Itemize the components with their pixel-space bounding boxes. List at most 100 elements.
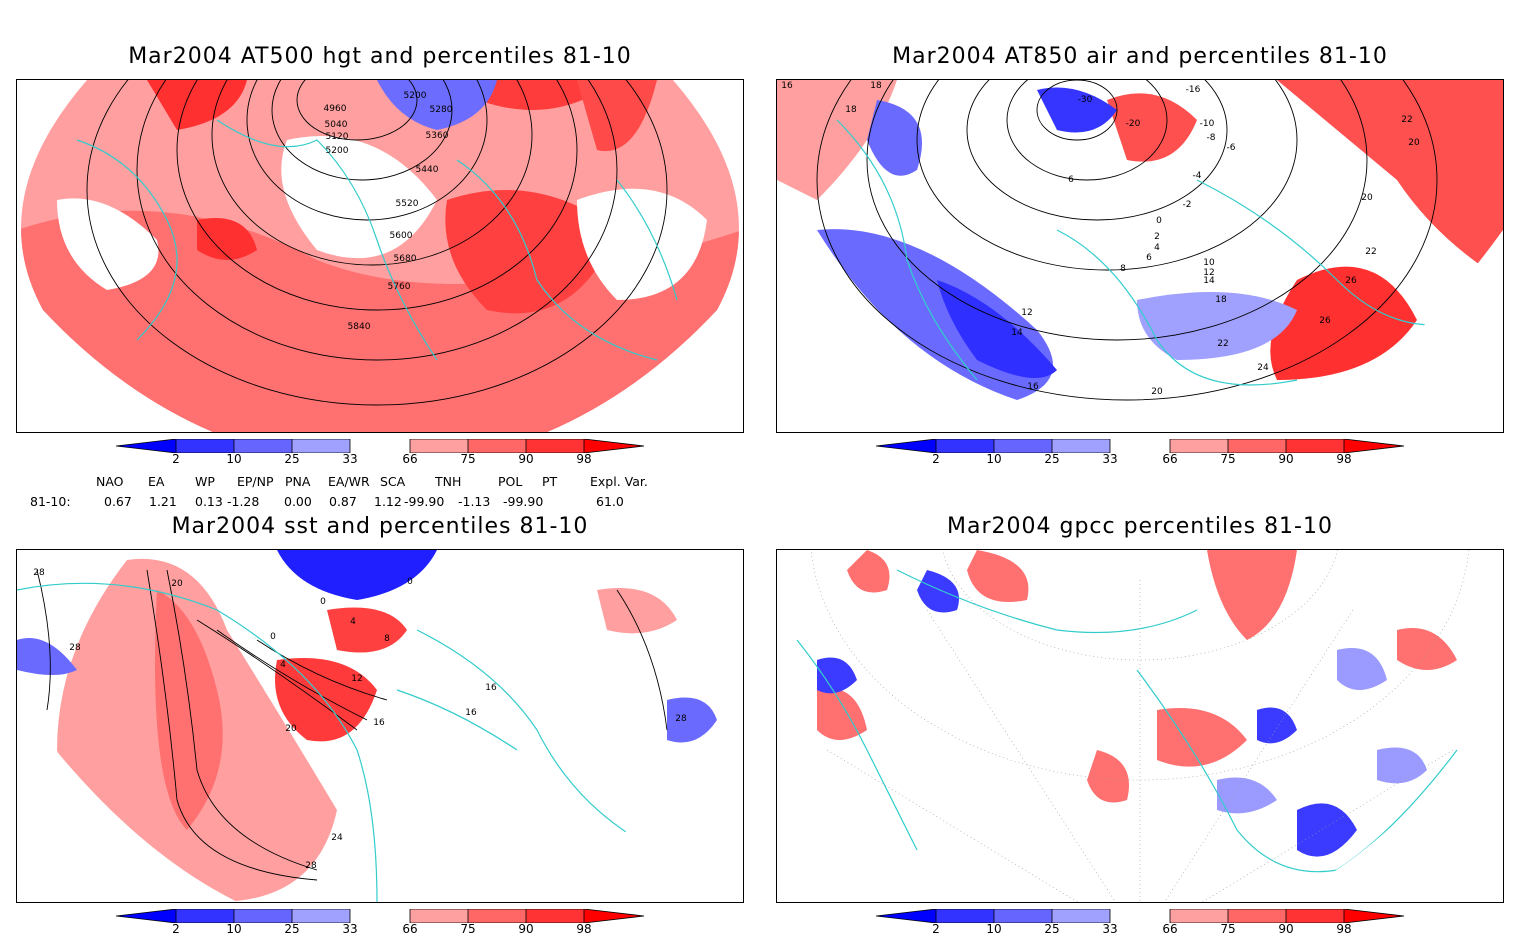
index-header: EA/WR	[328, 474, 370, 489]
contour-label: 18	[1215, 295, 1227, 305]
contour-label: 6	[1146, 253, 1152, 263]
colorbar-label: 10	[986, 922, 1002, 936]
contour-label: 16	[781, 81, 793, 91]
colorbar-label: 33	[342, 922, 358, 936]
colorbar-label: 90	[1278, 922, 1294, 936]
contour-label: 16	[1027, 382, 1039, 392]
contour-label: 20	[1151, 387, 1163, 397]
contour-label: 26	[1345, 276, 1357, 286]
contour-label: -2	[1183, 200, 1192, 210]
contour-label: 5200	[404, 91, 427, 101]
colorbar-label: 75	[460, 452, 476, 466]
index-value: 0.13	[195, 494, 223, 509]
contour-label: 18	[870, 81, 882, 91]
contour-label: 20	[1408, 138, 1420, 148]
contour-label: 6	[1068, 175, 1074, 185]
contour-label: -20	[1126, 119, 1141, 129]
contour-label: 28	[69, 643, 81, 653]
contour-label: -30	[1078, 95, 1093, 105]
contour-label: 22	[1365, 247, 1376, 257]
index-value: -99.90	[404, 494, 445, 509]
contour-label: 8	[1120, 264, 1126, 274]
colorbar-label: 66	[402, 452, 418, 466]
colorbar-label: 98	[576, 922, 592, 936]
panel-title-hgt500: Mar2004 AT500 hgt and percentiles 81-10	[128, 44, 632, 69]
contour-label: 16	[373, 718, 385, 728]
contour-label: 5280	[430, 105, 453, 115]
contour-label: 4	[280, 660, 286, 670]
map-sst: 28 28 20 0 0 0 4 4 8 12 16 20 16 16 24 2…	[16, 549, 744, 903]
colorbar-label: 66	[1162, 452, 1178, 466]
index-value: 61.0	[596, 494, 624, 509]
contour-label: 0	[320, 597, 326, 607]
contour-label: 10	[1203, 258, 1215, 268]
contour-label: 14	[1011, 328, 1023, 338]
colorbar-label: 98	[576, 452, 592, 466]
contour-label: -6	[1227, 143, 1236, 153]
contour-label: 5520	[396, 199, 419, 209]
contour-label: 18	[845, 105, 857, 115]
contour-label: 24	[331, 833, 343, 843]
colorbar-label: 2	[932, 452, 940, 466]
contour-label: 5760	[388, 282, 411, 292]
colorbar-label: 98	[1336, 452, 1352, 466]
colorbar-label: 90	[518, 452, 534, 466]
contour-label: 0	[270, 632, 276, 642]
contour-label: 12	[1021, 308, 1032, 318]
contour-label: 5680	[394, 254, 417, 264]
index-value: -1.28	[227, 494, 260, 509]
contour-label: 5120	[326, 132, 349, 142]
index-value: 0.00	[284, 494, 312, 509]
contour-label: 5200	[326, 146, 349, 156]
colorbar-label: 33	[342, 452, 358, 466]
index-header: EP/NP	[237, 474, 274, 489]
index-value: -99.90	[503, 494, 544, 509]
contour-label: 5440	[416, 165, 439, 175]
contour-label: -4	[1193, 171, 1202, 181]
colorbar-label: 2	[172, 922, 180, 936]
contour-label: 12	[1203, 268, 1214, 278]
index-value: 1.12	[374, 494, 402, 509]
colorbar-label: 75	[460, 922, 476, 936]
contour-label: 4960	[324, 104, 347, 114]
panel-title-air850: Mar2004 AT850 air and percentiles 81-10	[892, 44, 1388, 69]
contour-label: 4	[1154, 243, 1160, 253]
map-gpcc	[776, 549, 1504, 903]
colorbar-label: 33	[1102, 922, 1118, 936]
index-header: PNA	[285, 474, 311, 489]
colorbar-label: 2	[932, 922, 940, 936]
colorbar-bottom-right: 2 10 25 33 66 75 90 98	[875, 908, 1416, 944]
index-header: PT	[542, 474, 558, 489]
contour-label: 5360	[426, 131, 449, 141]
colorbar-label: 66	[402, 922, 418, 936]
contour-label: 28	[33, 568, 45, 578]
index-header: Expl. Var.	[590, 474, 648, 489]
contour-label: 22	[1401, 115, 1412, 125]
contour-label: 12	[351, 674, 362, 684]
contour-label: 16	[465, 708, 477, 718]
colorbar-label: 25	[284, 922, 300, 936]
index-header: EA	[148, 474, 165, 489]
panel-title-gpcc: Mar2004 gpcc percentiles 81-10	[946, 514, 1333, 539]
colorbar-bottom-left: 2 10 25 33 66 75 90 98	[115, 908, 656, 944]
index-row-label: 81-10:	[30, 494, 71, 509]
contour-label: 28	[305, 861, 317, 871]
contour-labels-sst: 28 28 20 0 0 0 4 4 8 12 16 20 16 16 24 2…	[33, 568, 687, 871]
contour-label: -10	[1200, 119, 1215, 129]
colorbar-label: 98	[1336, 922, 1352, 936]
contour-labels-hgt500: 4960 5040 5120 5200 5200 5280 5360 5440 …	[324, 91, 453, 332]
contour-label: 22	[1217, 339, 1228, 349]
colorbar-label: 75	[1220, 452, 1236, 466]
index-header: NAO	[96, 474, 124, 489]
colorbar-label: 90	[1278, 452, 1294, 466]
contour-label: 24	[1257, 363, 1269, 373]
index-value: -1.13	[458, 494, 491, 509]
contour-label: 20	[1361, 193, 1373, 203]
index-header: TNH	[435, 474, 462, 489]
contour-label: 16	[485, 683, 497, 693]
index-value: 0.67	[104, 494, 132, 509]
contour-label: 5840	[348, 322, 371, 332]
colorbar-label: 66	[1162, 922, 1178, 936]
contour-label: 5600	[390, 231, 413, 241]
colorbar-label: 75	[1220, 922, 1236, 936]
